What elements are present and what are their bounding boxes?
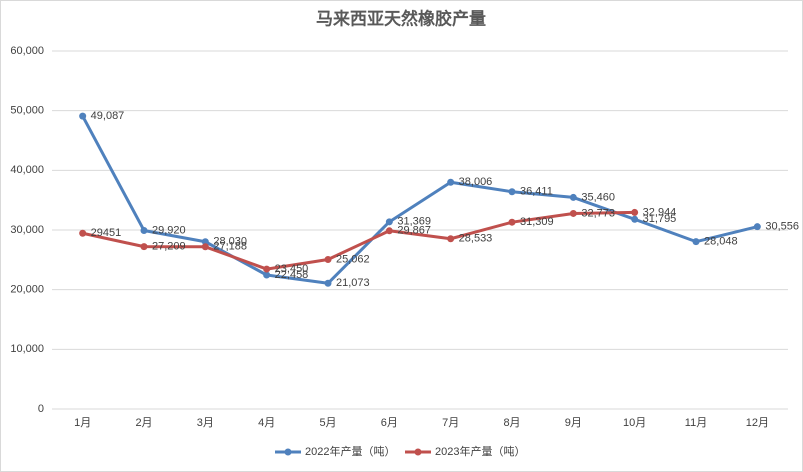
data-label: 28,030 bbox=[213, 236, 247, 248]
point bbox=[263, 265, 271, 273]
data-label: 31,369 bbox=[397, 216, 431, 228]
point bbox=[140, 226, 148, 234]
point bbox=[385, 227, 393, 235]
point bbox=[631, 208, 639, 216]
x-tick-label: 11月 bbox=[685, 417, 707, 429]
point bbox=[447, 235, 455, 243]
y-tick-label: 50,000 bbox=[10, 105, 44, 117]
data-label: 21,073 bbox=[336, 277, 370, 289]
data-label: 31,309 bbox=[520, 216, 554, 228]
data-label: 23,450 bbox=[275, 263, 309, 275]
data-label: 29,867 bbox=[397, 225, 431, 237]
point bbox=[508, 218, 516, 226]
legend-label: 2022年产量（吨） bbox=[305, 444, 395, 458]
data-label: 32,944 bbox=[643, 206, 677, 218]
legend-label: 2023年产量（吨） bbox=[435, 444, 525, 458]
point bbox=[263, 271, 271, 279]
point bbox=[324, 279, 332, 287]
x-tick-label: 3月 bbox=[197, 417, 214, 429]
data-label: 49,087 bbox=[91, 110, 125, 122]
point bbox=[79, 229, 87, 237]
x-tick-label: 5月 bbox=[319, 417, 336, 429]
point bbox=[692, 238, 700, 246]
data-label: 35,460 bbox=[581, 191, 615, 203]
data-label: 31,795 bbox=[643, 213, 677, 225]
data-label: 28,048 bbox=[704, 236, 738, 248]
x-tick-label: 10月 bbox=[623, 417, 646, 429]
point bbox=[569, 209, 577, 217]
legend-marker bbox=[284, 448, 292, 456]
data-label: 29,920 bbox=[152, 224, 186, 236]
x-tick-label: 9月 bbox=[565, 417, 582, 429]
x-tick-label: 1月 bbox=[74, 417, 91, 429]
y-tick-label: 0 bbox=[38, 403, 44, 415]
data-label: 32,773 bbox=[581, 207, 615, 219]
x-tick-label: 8月 bbox=[503, 417, 520, 429]
point bbox=[447, 178, 455, 186]
data-label: 22,458 bbox=[275, 269, 309, 281]
x-tick-label: 6月 bbox=[381, 417, 398, 429]
point bbox=[79, 112, 87, 120]
point bbox=[201, 238, 209, 246]
x-tick-label: 4月 bbox=[258, 417, 275, 429]
data-label: 25,062 bbox=[336, 253, 370, 265]
series-line bbox=[82, 210, 635, 271]
point bbox=[631, 215, 639, 223]
point bbox=[508, 188, 516, 196]
y-tick-label: 60,000 bbox=[10, 45, 44, 57]
point bbox=[385, 218, 393, 226]
legend-marker bbox=[414, 448, 422, 456]
data-label: 27,188 bbox=[213, 241, 247, 253]
data-label: 29451 bbox=[91, 227, 122, 239]
data-label: 38,006 bbox=[459, 176, 493, 188]
point bbox=[140, 243, 148, 251]
chart-title: 马来西亚天然橡胶产量 bbox=[316, 9, 486, 30]
data-label: 28,533 bbox=[459, 233, 493, 245]
x-tick-label: 12月 bbox=[746, 417, 769, 429]
point bbox=[201, 243, 209, 251]
data-label: 30,556 bbox=[765, 221, 799, 233]
y-tick-label: 30,000 bbox=[10, 224, 44, 236]
data-label: 36,411 bbox=[520, 186, 553, 198]
data-label: 27,209 bbox=[152, 241, 186, 253]
point bbox=[753, 223, 761, 231]
y-tick-label: 20,000 bbox=[10, 284, 44, 296]
x-tick-label: 2月 bbox=[135, 417, 152, 429]
y-tick-label: 40,000 bbox=[10, 164, 44, 176]
point bbox=[324, 255, 332, 263]
x-tick-label: 7月 bbox=[442, 417, 459, 429]
series-line bbox=[81, 115, 758, 285]
y-tick-label: 10,000 bbox=[10, 343, 44, 355]
point bbox=[569, 193, 577, 201]
